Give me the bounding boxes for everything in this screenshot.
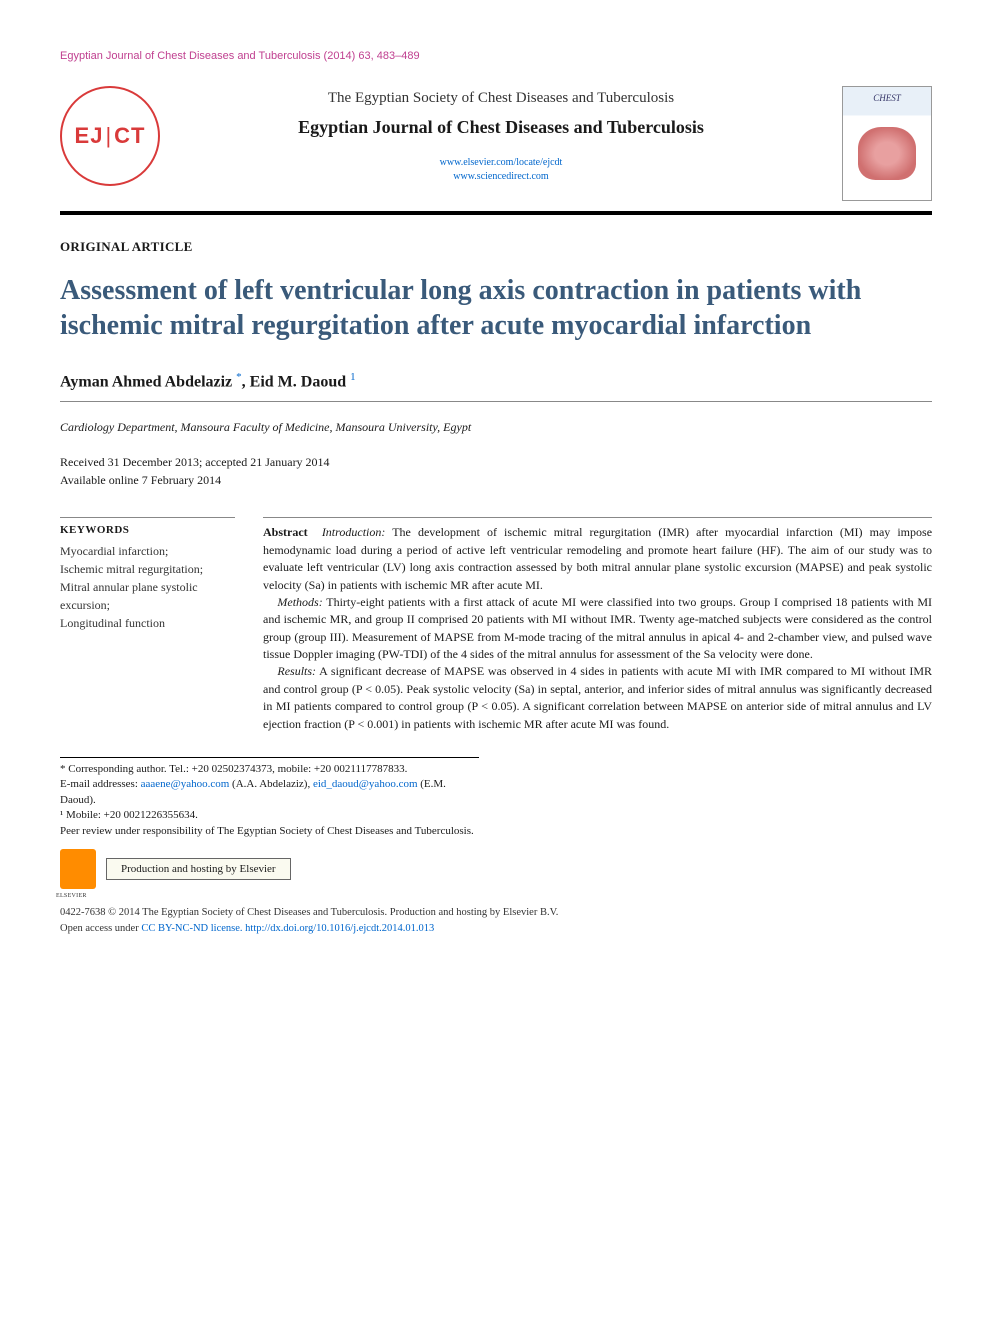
elsevier-logo	[60, 849, 96, 889]
peer-review-note: Peer review under responsibility of The …	[60, 824, 479, 839]
society-name: The Egyptian Society of Chest Diseases a…	[178, 90, 824, 107]
email-label: E-mail addresses:	[60, 778, 141, 790]
mobile-note: ¹ Mobile: +20 0021226355634.	[60, 808, 479, 823]
keywords-column: KEYWORDS Myocardial infarction; Ischemic…	[60, 517, 235, 733]
keywords-heading: KEYWORDS	[60, 517, 235, 536]
article-title: Assessment of left ventricular long axis…	[60, 273, 932, 343]
abstract-column: Abstract Introduction: The development o…	[263, 517, 932, 733]
logo-left: EJ	[75, 123, 104, 149]
journal-links: www.elsevier.com/locate/ejcdt www.scienc…	[178, 156, 824, 184]
doi-link[interactable]: http://dx.doi.org/10.1016/j.ejcdt.2014.0…	[245, 923, 434, 934]
abstract-results: A significant decrease of MAPSE was obse…	[263, 664, 932, 730]
corresponding-author: * Corresponding author. Tel.: +20 025023…	[60, 762, 479, 777]
abstract-methods: Thirty-eight patients with a first attac…	[263, 595, 932, 661]
cover-thumbnail	[842, 86, 932, 201]
article-type: ORIGINAL ARTICLE	[60, 239, 932, 255]
copyright-line: 0422-7638 © 2014 The Egyptian Society of…	[60, 905, 932, 921]
author-2: Eid M. Daoud	[250, 373, 346, 390]
author-1: Ayman Ahmed Abdelaziz	[60, 373, 232, 390]
masthead-center: The Egyptian Society of Chest Diseases a…	[178, 86, 824, 184]
journal-link-1[interactable]: www.elsevier.com/locate/ejcdt	[440, 157, 563, 168]
dates-received: Received 31 December 2013; accepted 21 J…	[60, 455, 330, 469]
authors: Ayman Ahmed Abdelaziz *, Eid M. Daoud 1	[60, 371, 932, 391]
authors-rule	[60, 401, 932, 402]
dates-online: Available online 7 February 2014	[60, 473, 221, 487]
running-head: Egyptian Journal of Chest Diseases and T…	[60, 50, 932, 62]
masthead: EJ | CT The Egyptian Society of Chest Di…	[60, 86, 932, 201]
abstract-label: Abstract	[263, 525, 308, 539]
affiliation: Cardiology Department, Mansoura Faculty …	[60, 420, 932, 435]
abstract-results-label: Results:	[277, 664, 316, 678]
abstract-methods-label: Methods:	[277, 595, 322, 609]
open-access-label: Open access under	[60, 923, 141, 934]
journal-link-2[interactable]: www.sciencedirect.com	[453, 171, 548, 182]
license-link[interactable]: CC BY-NC-ND license.	[141, 923, 242, 934]
hosting-box: Production and hosting by Elsevier	[106, 858, 291, 880]
email-2[interactable]: eid_daoud@yahoo.com	[313, 778, 418, 790]
journal-logo: EJ | CT	[60, 86, 160, 186]
author-2-mark: 1	[350, 371, 356, 383]
email-1[interactable]: aaaene@yahoo.com	[141, 778, 230, 790]
abstract-intro-label: Introduction:	[322, 525, 386, 539]
masthead-rule	[60, 211, 932, 215]
footnotes: * Corresponding author. Tel.: +20 025023…	[60, 757, 479, 839]
keywords-list: Myocardial infarction; Ischemic mitral r…	[60, 542, 235, 632]
authors-sep: ,	[242, 373, 250, 390]
journal-name: Egyptian Journal of Chest Diseases and T…	[178, 117, 824, 138]
footer: 0422-7638 © 2014 The Egyptian Society of…	[60, 905, 932, 937]
email-1-who: (A.A. Abdelaziz),	[229, 778, 313, 790]
logo-right: CT	[114, 123, 145, 149]
logo-separator: |	[105, 123, 112, 149]
article-dates: Received 31 December 2013; accepted 21 J…	[60, 453, 932, 489]
email-line: E-mail addresses: aaaene@yahoo.com (A.A.…	[60, 777, 479, 808]
keywords-abstract-row: KEYWORDS Myocardial infarction; Ischemic…	[60, 517, 932, 733]
hosting-row: Production and hosting by Elsevier	[60, 849, 932, 889]
